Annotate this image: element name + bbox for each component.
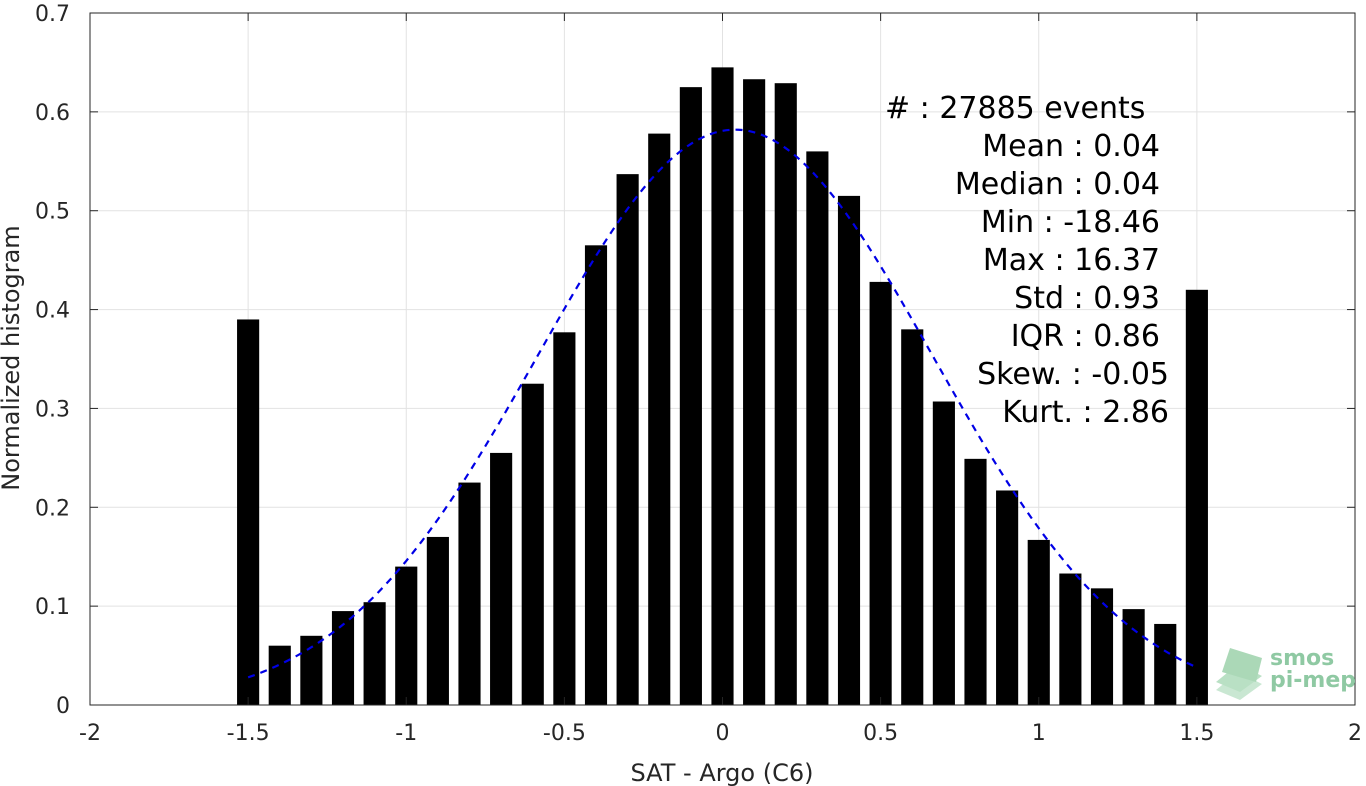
y-tick-label: 0 bbox=[56, 694, 70, 719]
y-tick-label: 0.2 bbox=[35, 496, 70, 521]
stat-events: # : 27885 events bbox=[885, 91, 1145, 126]
x-tick-label: 2 bbox=[1348, 721, 1362, 746]
stat-iqr: IQR : 0.86 bbox=[1011, 319, 1160, 354]
histogram-bar-17 bbox=[774, 83, 797, 705]
x-tick-label: -1 bbox=[395, 721, 417, 746]
y-tick-label: 0.1 bbox=[35, 595, 70, 620]
histogram-bar-14 bbox=[679, 87, 702, 705]
histogram-bar-30 bbox=[1185, 289, 1208, 705]
histogram-bar-19 bbox=[837, 195, 861, 705]
x-tick-label: -1.5 bbox=[227, 721, 270, 746]
y-tick-label: 0.6 bbox=[35, 101, 70, 126]
y-tick-label: 0.5 bbox=[35, 200, 70, 225]
histogram-bars bbox=[237, 67, 1208, 706]
histogram-bar-28 bbox=[1122, 609, 1145, 705]
histogram-bar-25 bbox=[1027, 539, 1050, 705]
stats-box: # : 27885 events Mean : 0.04 Median : 0.… bbox=[885, 91, 1169, 430]
histogram-bar-6 bbox=[426, 536, 449, 705]
x-tick-label: -2 bbox=[79, 721, 101, 746]
histogram-bar-24 bbox=[996, 490, 1019, 705]
stat-max: Max : 16.37 bbox=[983, 243, 1160, 278]
histogram-bar-4 bbox=[363, 602, 386, 705]
histogram-bar-18 bbox=[806, 151, 829, 705]
histogram-bar-5 bbox=[395, 566, 418, 705]
histogram-bar-10 bbox=[553, 332, 576, 705]
x-tick-label: 0 bbox=[716, 721, 730, 746]
tick-labels: -2 -1.5 -1 -0.5 0 0.5 1 1.5 2 0 0.1 0.2 0.3 0.4 0.5 0.6… bbox=[35, 2, 1362, 746]
histogram-bar-9 bbox=[521, 383, 544, 705]
stat-kurt: Kurt. : 2.86 bbox=[1002, 395, 1169, 430]
y-tick-label: 0.4 bbox=[35, 299, 70, 324]
x-tick-label: 0.5 bbox=[863, 721, 898, 746]
histogram-bar-22 bbox=[932, 401, 955, 705]
stat-skew: Skew. : -0.05 bbox=[977, 357, 1169, 392]
y-tick-label: 0.7 bbox=[35, 2, 70, 27]
histogram-bar-13 bbox=[648, 133, 671, 705]
stat-mean: Mean : 0.04 bbox=[982, 129, 1160, 164]
histogram-bar-12 bbox=[616, 174, 639, 705]
y-axis-label: Normalized histogram bbox=[0, 225, 25, 490]
x-axis-label: SAT - Argo (C6) bbox=[631, 759, 814, 786]
stat-std: Std : 0.93 bbox=[1014, 281, 1160, 316]
x-tick-label: 1.5 bbox=[1179, 721, 1214, 746]
histogram-bar-2 bbox=[300, 635, 323, 705]
histogram-bar-29 bbox=[1154, 623, 1177, 705]
histogram-bar-21 bbox=[901, 329, 924, 705]
x-tick-label: 1 bbox=[1032, 721, 1046, 746]
x-tick-label: -0.5 bbox=[543, 721, 586, 746]
gaussian-fit-curve bbox=[247, 128, 1198, 679]
histogram-bar-8 bbox=[490, 452, 513, 705]
histogram-bar-23 bbox=[964, 458, 987, 705]
histogram-bar-3 bbox=[331, 611, 355, 705]
logo-text-pimep: pi-mep bbox=[1270, 668, 1356, 693]
histogram-bar-1 bbox=[268, 645, 291, 705]
stat-min: Min : -18.46 bbox=[981, 205, 1160, 240]
stat-median: Median : 0.04 bbox=[955, 167, 1160, 202]
plot-axes bbox=[89, 12, 1356, 706]
y-tick-label: 0.3 bbox=[35, 397, 70, 422]
smos-pimep-logo: smos pi-mep bbox=[1216, 646, 1356, 700]
logo-layers-icon bbox=[1216, 648, 1262, 700]
histogram-bar-7 bbox=[458, 482, 481, 705]
logo-text-smos: smos bbox=[1270, 646, 1334, 671]
histogram-bar-0 bbox=[237, 319, 260, 705]
histogram-bar-26 bbox=[1059, 573, 1082, 705]
histogram-bar-15 bbox=[711, 67, 734, 705]
histogram-bar-16 bbox=[743, 79, 766, 706]
histogram-bar-27 bbox=[1090, 588, 1114, 705]
histogram-bar-20 bbox=[869, 281, 892, 705]
histogram-bar-11 bbox=[584, 245, 608, 706]
